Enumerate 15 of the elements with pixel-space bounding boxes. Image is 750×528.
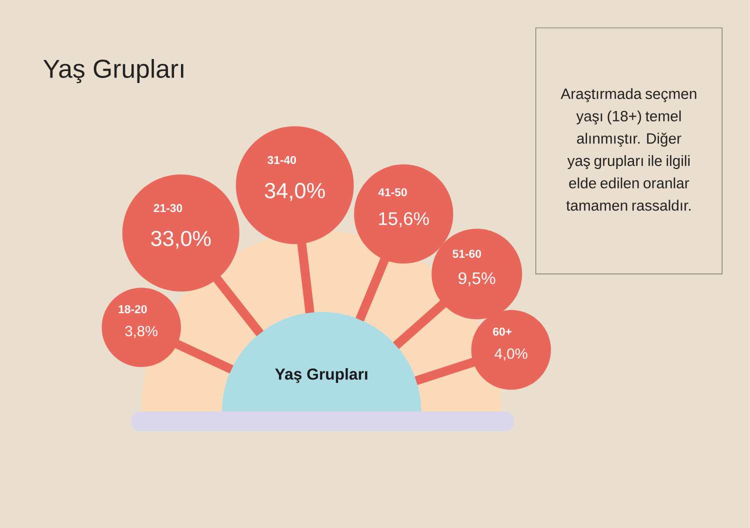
data-label: 33,0% [151, 230, 211, 249]
data-label: 34,0% [264, 182, 325, 201]
text: Yaş Grupları [43, 58, 184, 84]
category-label: 41-50 [378, 188, 407, 196]
category-label: 60+ [493, 328, 512, 336]
data-label: 4,0% [494, 348, 528, 361]
data-label: 3,8% [125, 326, 158, 338]
text: Yaş Grupları [275, 368, 368, 383]
data-label: 9,5% [458, 272, 496, 286]
data-label: 15,6% [379, 212, 429, 228]
text: Araştırmada seçmen yaşı (18+) temel alınmıştır. Diğer yaş grupları ile ilgili elde edilen oranlar tamamen rassaldır. [560, 88, 696, 211]
category-label: 51-60 [452, 250, 482, 258]
category-label: 21-30 [154, 204, 182, 212]
category-label: 18-20 [118, 305, 147, 314]
category-label: 31-40 [268, 156, 296, 164]
